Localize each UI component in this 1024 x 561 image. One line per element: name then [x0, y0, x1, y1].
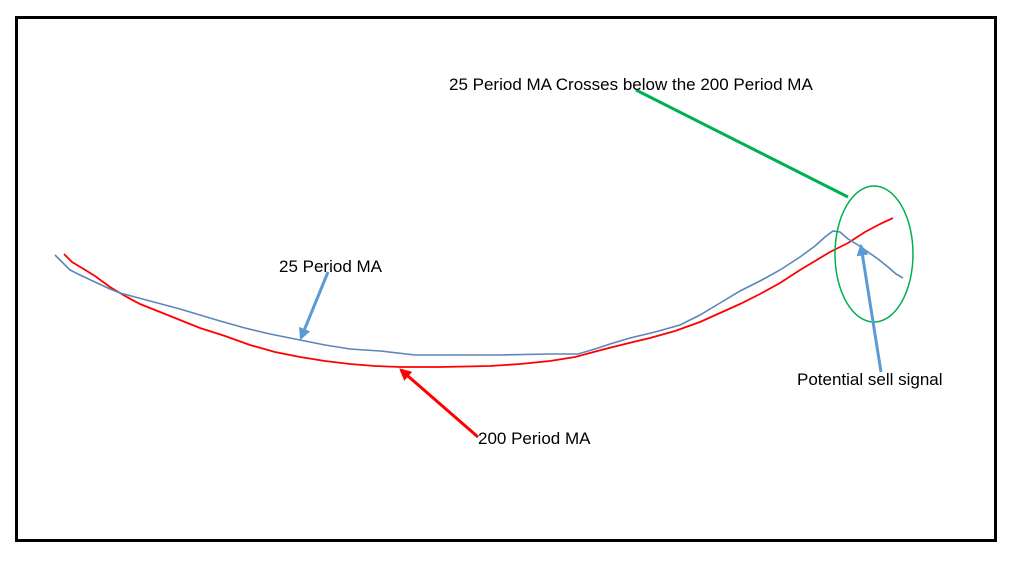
crossover-note-label: 25 Period MA Crosses below the 200 Perio… [449, 75, 813, 94]
ma200-line [63, 217, 894, 368]
diagram-frame [15, 16, 997, 542]
ma200-label: 200 Period MA [478, 429, 591, 448]
crossover-circle [834, 185, 914, 323]
sell-signal-label: Potential sell signal [797, 370, 943, 389]
crossover-pointer-line [635, 88, 849, 199]
ma25-label: 25 Period MA [279, 257, 383, 276]
ma25-line [54, 230, 904, 356]
ma25-arrow [299, 271, 330, 341]
sell-signal-arrow [856, 243, 883, 373]
ma200-arrow [399, 368, 479, 439]
